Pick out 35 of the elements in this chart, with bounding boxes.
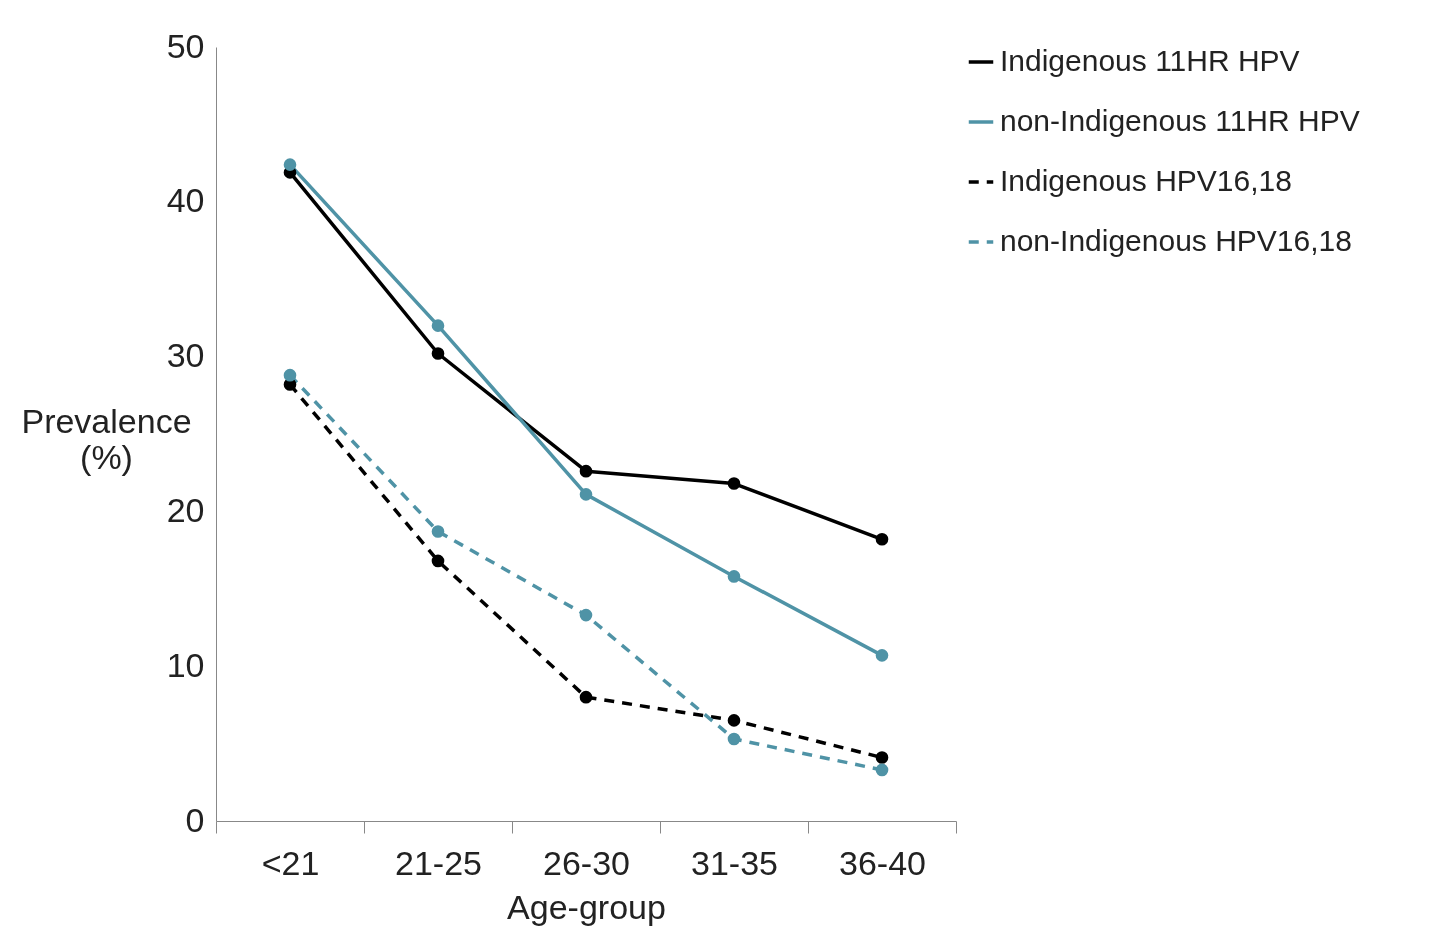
x-tick-label: <21 <box>261 843 320 882</box>
point <box>579 464 593 478</box>
y-tick-label: 20 <box>166 490 205 529</box>
point <box>579 608 593 622</box>
y-axis-title: Prevalence (%) <box>21 401 192 476</box>
y-tick-label: 40 <box>166 181 205 220</box>
point <box>727 714 741 727</box>
point <box>875 532 889 546</box>
point <box>875 649 889 662</box>
y-tick-label: 50 <box>166 26 205 65</box>
point <box>431 554 445 568</box>
point <box>283 158 297 171</box>
point <box>875 763 889 777</box>
point <box>431 347 445 360</box>
point <box>579 488 593 501</box>
point <box>431 525 445 538</box>
legend-label: Indigenous HPV16,18 <box>1000 164 1292 197</box>
point <box>875 751 889 764</box>
y-tick-label: 30 <box>166 336 205 375</box>
point <box>431 319 445 332</box>
x-tick-label: 26-30 <box>543 843 630 882</box>
point <box>727 732 741 746</box>
legend-label: Indigenous 11HR HPV <box>1000 44 1300 77</box>
x-tick-label: 31-35 <box>691 843 778 882</box>
y-tick-label: 10 <box>166 645 205 684</box>
x-axis-title: Age-group <box>507 887 666 926</box>
point <box>727 477 741 490</box>
legend-label: non-Indigenous HPV16,18 <box>1000 224 1352 257</box>
x-tick-label: 36-40 <box>839 843 926 882</box>
y-tick-label: 0 <box>185 800 205 839</box>
point <box>283 368 297 382</box>
legend-label: non-Indigenous 11HR HPV <box>1000 104 1360 137</box>
point <box>579 690 593 704</box>
point <box>727 570 741 583</box>
x-tick-label: 21-25 <box>395 843 482 882</box>
